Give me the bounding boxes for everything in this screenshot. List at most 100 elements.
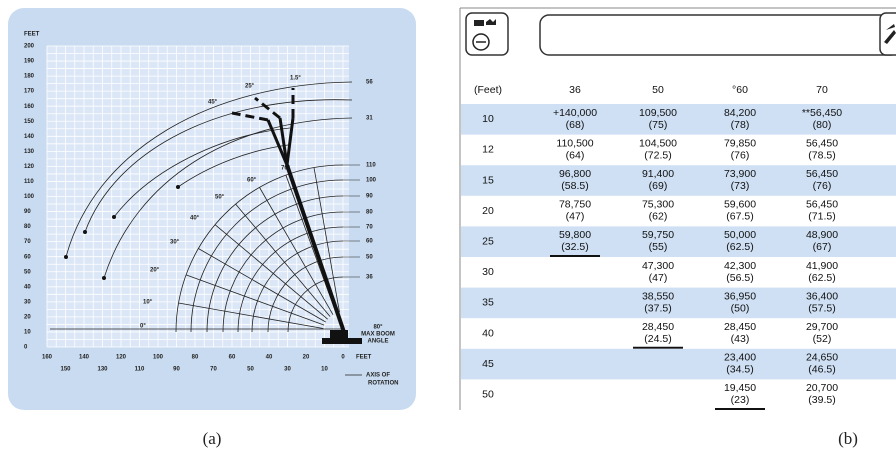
x-tick-label: 160 [42, 355, 53, 361]
row-radius: 25 [482, 235, 494, 247]
page: FEET200190180170160150140130120110100908… [0, 0, 896, 456]
y-tick-label: 10 [24, 330, 31, 336]
boom-angle: (64) [566, 149, 585, 161]
load: 23,400 [724, 352, 756, 364]
boom-angle: (57.5) [808, 302, 835, 314]
grid [47, 46, 349, 347]
load: 56,450 [806, 199, 838, 211]
y-tick-label: 40 [24, 284, 31, 290]
boom-angle: (76) [731, 149, 750, 161]
load: 48,900 [806, 229, 838, 241]
row-radius: 20 [482, 205, 494, 217]
boom-angle: (56.5) [726, 272, 753, 284]
load: 47,300 [642, 260, 674, 272]
load: 78,750 [559, 199, 591, 211]
load: 28,450 [724, 321, 756, 333]
angle-label: 30° [170, 240, 180, 246]
boom-length-label: 70 [366, 225, 373, 231]
boom-angle: (52) [813, 333, 832, 345]
column-header: (Feet) [474, 84, 502, 96]
jib-point [83, 230, 87, 234]
y-tick-label: 180 [24, 74, 35, 80]
row-radius: 40 [482, 327, 494, 339]
load: 59,750 [642, 229, 674, 241]
x-axis-title: FEET [356, 355, 372, 361]
boom-angle: (80) [813, 119, 832, 131]
x-tick-label: 90 [173, 367, 180, 373]
y-tick-label: 200 [24, 44, 35, 50]
angle-label: 10° [143, 300, 153, 306]
boom-angle: (76) [813, 180, 832, 192]
y-tick-label: 80 [24, 224, 31, 230]
y-tick-label: 130 [24, 149, 35, 155]
jib-point [102, 276, 106, 280]
load: 110,500 [556, 137, 593, 149]
load: 84,200 [724, 107, 756, 119]
row-radius: 10 [482, 113, 494, 125]
jib-length-label: 56 [366, 80, 373, 86]
x-tick-label: 20 [303, 355, 310, 361]
boom-angle: (43) [731, 333, 750, 345]
x-tick-label: 70 [210, 367, 217, 373]
boom-angle: (34.5) [726, 364, 753, 376]
x-tick-label: 60 [229, 355, 236, 361]
axis-label: ROTATION [368, 381, 398, 387]
row-radius: 15 [482, 174, 494, 186]
boom-angle: (50) [731, 302, 750, 314]
load: 36,950 [724, 290, 756, 302]
x-tick-label: 80 [192, 355, 199, 361]
angle-label: 0° [140, 324, 146, 330]
boom-angle: (68) [566, 119, 585, 131]
boom-angle: (67) [813, 241, 832, 253]
y-axis-title: FEET [24, 32, 40, 38]
x-tick-label: 100 [153, 355, 164, 361]
y-tick-label: 100 [24, 194, 35, 200]
column-header: 50 [652, 84, 664, 96]
boom-length-label: 36 [366, 275, 373, 281]
load: +140,000 [553, 107, 597, 119]
boom-length-label: 100 [366, 178, 377, 184]
column-header: 70 [816, 84, 828, 96]
boom-angle: (62.5) [726, 241, 753, 253]
x-tick-label: 150 [60, 367, 71, 373]
x-tick-label: 30 [284, 367, 291, 373]
boom-angle: (73) [731, 180, 750, 192]
x-tick-label: 110 [135, 367, 145, 373]
load: 20,700 [806, 382, 838, 394]
load: 59,800 [559, 229, 591, 241]
x-tick-label: 140 [79, 355, 90, 361]
boom-length-label: 90 [366, 194, 373, 200]
display-box [540, 15, 896, 55]
load: 41,900 [806, 260, 838, 272]
boom-angle: (72.5) [644, 149, 671, 161]
boom-length-label: 110 [366, 163, 376, 169]
load: 104,500 [639, 137, 677, 149]
load: 96,800 [559, 168, 591, 180]
boom-angle: (23) [731, 394, 750, 406]
boom-angle: (75) [649, 119, 668, 131]
caption: (b) [838, 429, 858, 448]
load: 29,700 [806, 321, 838, 333]
load: 109,500 [639, 107, 677, 119]
load: 36,400 [806, 290, 838, 302]
y-tick-label: 160 [24, 104, 35, 110]
boom-angle: (78) [731, 119, 750, 131]
angle-label: 20° [150, 268, 160, 274]
x-tick-label: 50 [247, 367, 254, 373]
jib-point [176, 185, 180, 189]
boom-angle: (58.5) [561, 180, 588, 192]
row-radius: 45 [482, 358, 494, 370]
load: 28,450 [642, 321, 674, 333]
load: 38,550 [642, 290, 674, 302]
x-tick-label: 120 [116, 355, 127, 361]
max-angle: 80° [373, 325, 383, 331]
icon-button[interactable] [466, 13, 508, 55]
y-tick-label: 190 [24, 59, 35, 65]
load: 19,450 [724, 382, 756, 394]
jib-angle-label: 25° [245, 84, 255, 90]
axis-label: AXIS OF [366, 373, 390, 379]
x-tick-label: 130 [97, 367, 108, 373]
boom-angle: (69) [649, 180, 668, 192]
boom-angle: (37.5) [644, 302, 671, 314]
